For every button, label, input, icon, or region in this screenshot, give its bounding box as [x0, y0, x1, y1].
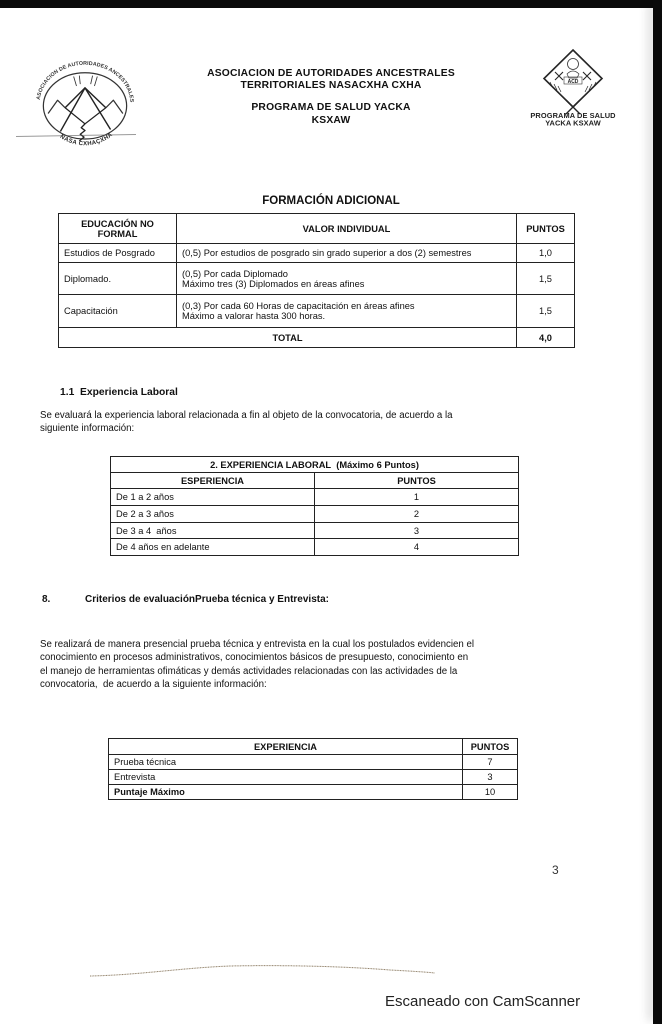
svg-text:ASOCIACION DE AUTORIDADES ANCE: ASOCIACION DE AUTORIDADES ANCESTRALES	[36, 61, 135, 103]
svg-text:YACKA KSXAW: YACKA KSXAW	[545, 119, 601, 128]
svg-text:ACD: ACD	[568, 79, 579, 85]
